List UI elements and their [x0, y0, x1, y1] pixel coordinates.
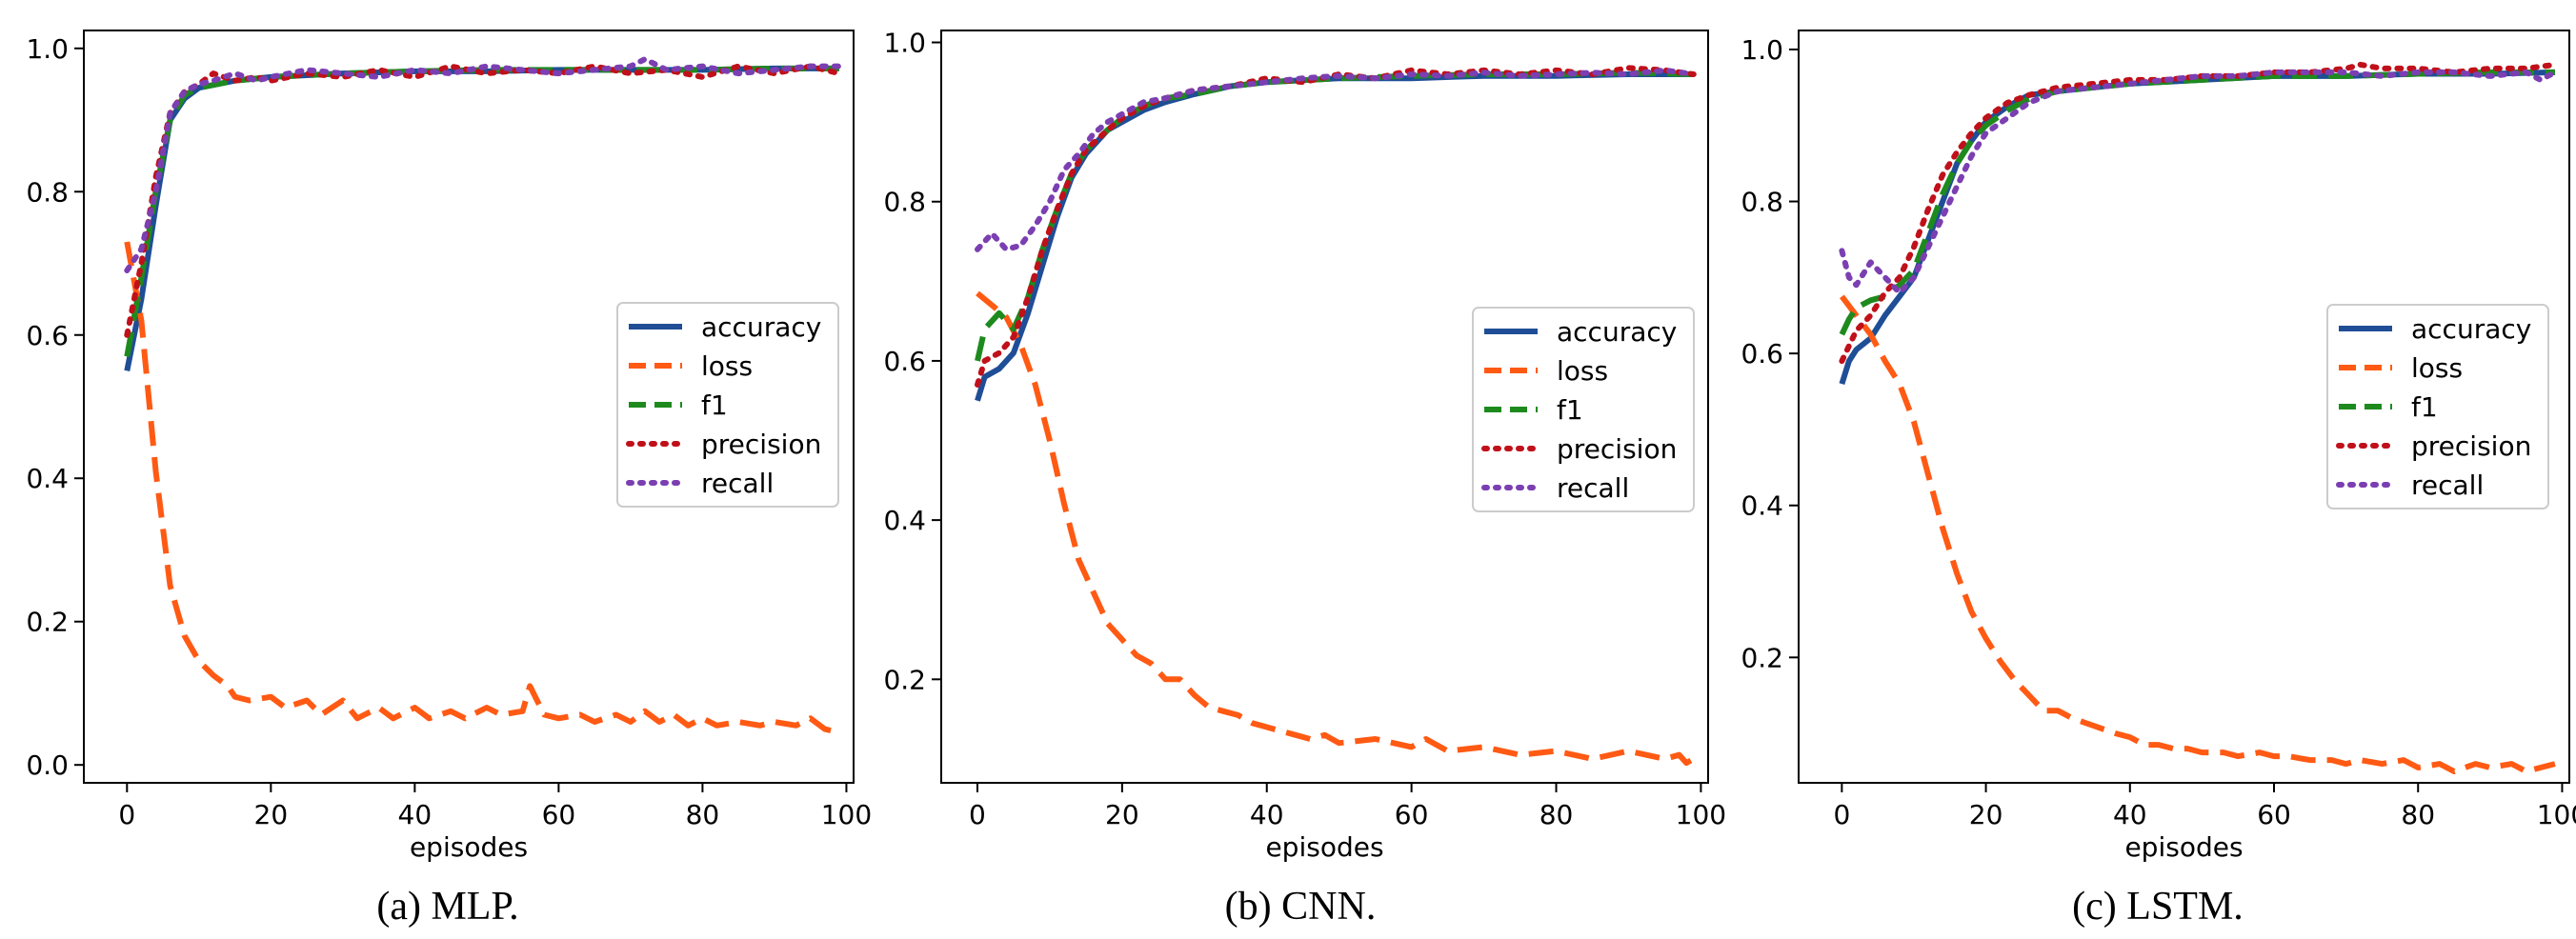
y-tick-label: 1.0: [26, 33, 69, 65]
x-tick-label: 80: [2401, 799, 2435, 830]
legend-label-recall: recall: [701, 468, 774, 499]
x-tick-label: 40: [2113, 799, 2147, 830]
legend-label-accuracy: accuracy: [2411, 313, 2531, 345]
x-tick-label: 20: [1105, 799, 1139, 830]
y-tick-label: 0.2: [26, 607, 69, 638]
y-tick-label: 0.0: [26, 749, 69, 781]
plot-frame: [940, 30, 1709, 784]
x-tick-label: 60: [542, 799, 576, 830]
x-tick-label: 100: [1676, 799, 1726, 830]
x-tick-label: 60: [2257, 799, 2291, 830]
series-line-loss: [1840, 294, 2556, 774]
legend-label-recall: recall: [1557, 472, 1629, 504]
panel-cnn: 0 20 40 60 80 100 0.2 0.4 0.6 0.8 1.0 episodes accur…: [883, 28, 1726, 929]
legend-label-precision: precision: [701, 429, 821, 460]
y-tick-label: 0.8: [1741, 187, 1783, 218]
x-tick-label: 80: [686, 799, 720, 830]
legend-label-f1: f1: [1557, 394, 1583, 426]
y-tick-label: 0.4: [26, 463, 69, 494]
x-tick-label: 0: [1833, 799, 1850, 830]
x-tick-label: 20: [254, 799, 289, 830]
legend-label-precision: precision: [1557, 433, 1677, 465]
legend-label-loss: loss: [2411, 352, 2463, 384]
series-line-recall: [975, 67, 1697, 252]
panel-mlp: 0 20 40 60 80 100 0.0 0.2 0.4 0.6 0.8 1.0 episodes ac…: [0, 0, 872, 939]
series-line-precision: [1839, 61, 2558, 365]
x-axis-label: episodes: [410, 831, 528, 863]
legend-label-recall: recall: [2411, 470, 2484, 501]
y-tick-label: 1.0: [883, 28, 926, 59]
x-tick-label: 0: [118, 799, 135, 830]
plot-frame: [1798, 30, 2570, 784]
y-tick-label: 0.8: [883, 187, 926, 218]
legend-label-precision: precision: [2411, 430, 2531, 462]
series-line-recall: [124, 56, 842, 273]
y-tick-label: 0.2: [1741, 642, 1783, 673]
y-tick-label: 0.4: [883, 505, 926, 536]
y-tick-label: 1.0: [1741, 34, 1783, 66]
x-tick-label: 20: [1969, 799, 2003, 830]
y-tick-label: 0.6: [26, 320, 69, 351]
caption-cnn: (b) CNN.: [1224, 885, 1377, 929]
legend-box: [616, 302, 839, 508]
legend-label-f1: f1: [701, 390, 728, 421]
legend-label-f1: f1: [2411, 391, 2438, 423]
series-line-loss: [124, 241, 840, 736]
legend-label-accuracy: accuracy: [1557, 316, 1677, 348]
series-line-loss: [976, 290, 1696, 767]
chart-mlp: 0 20 40 60 80 100 0.0 0.2 0.4 0.6 0.8 1.0 episodes ac…: [26, 30, 872, 863]
y-tick-label: 0.4: [1741, 490, 1783, 522]
chart-cnn: 0 20 40 60 80 100 0.2 0.4 0.6 0.8 1.0 episodes accur…: [883, 28, 1726, 863]
legend-label-accuracy: accuracy: [701, 311, 821, 343]
series-line-recall: [1839, 69, 2558, 296]
x-axis-label: episodes: [2124, 831, 2243, 863]
x-tick-label: 60: [1395, 799, 1429, 830]
x-tick-label: 80: [1540, 799, 1574, 830]
caption-mlp: (a) MLP.: [376, 885, 519, 929]
legend-label-loss: loss: [701, 350, 753, 382]
y-tick-label: 0.6: [883, 346, 926, 377]
legend-box: [2326, 304, 2549, 509]
legend-box: [1472, 307, 1695, 512]
x-tick-label: 0: [969, 799, 986, 830]
caption-lstm: (c) LSTM.: [2072, 885, 2244, 929]
x-tick-label: 40: [1250, 799, 1284, 830]
x-axis-label: episodes: [1265, 831, 1383, 863]
x-tick-label: 100: [821, 799, 872, 830]
plot-frame: [83, 30, 855, 784]
y-tick-label: 0.2: [883, 664, 926, 695]
x-tick-label: 100: [2537, 799, 2576, 830]
x-tick-label: 40: [398, 799, 433, 830]
y-tick-label: 0.8: [26, 176, 69, 208]
y-tick-label: 0.6: [1741, 338, 1783, 370]
chart-lstm: 0 20 40 60 80 100 0.2 0.4 0.6 0.8 1.0 episodes accur…: [1741, 30, 2576, 863]
legend-label-loss: loss: [1557, 355, 1608, 387]
